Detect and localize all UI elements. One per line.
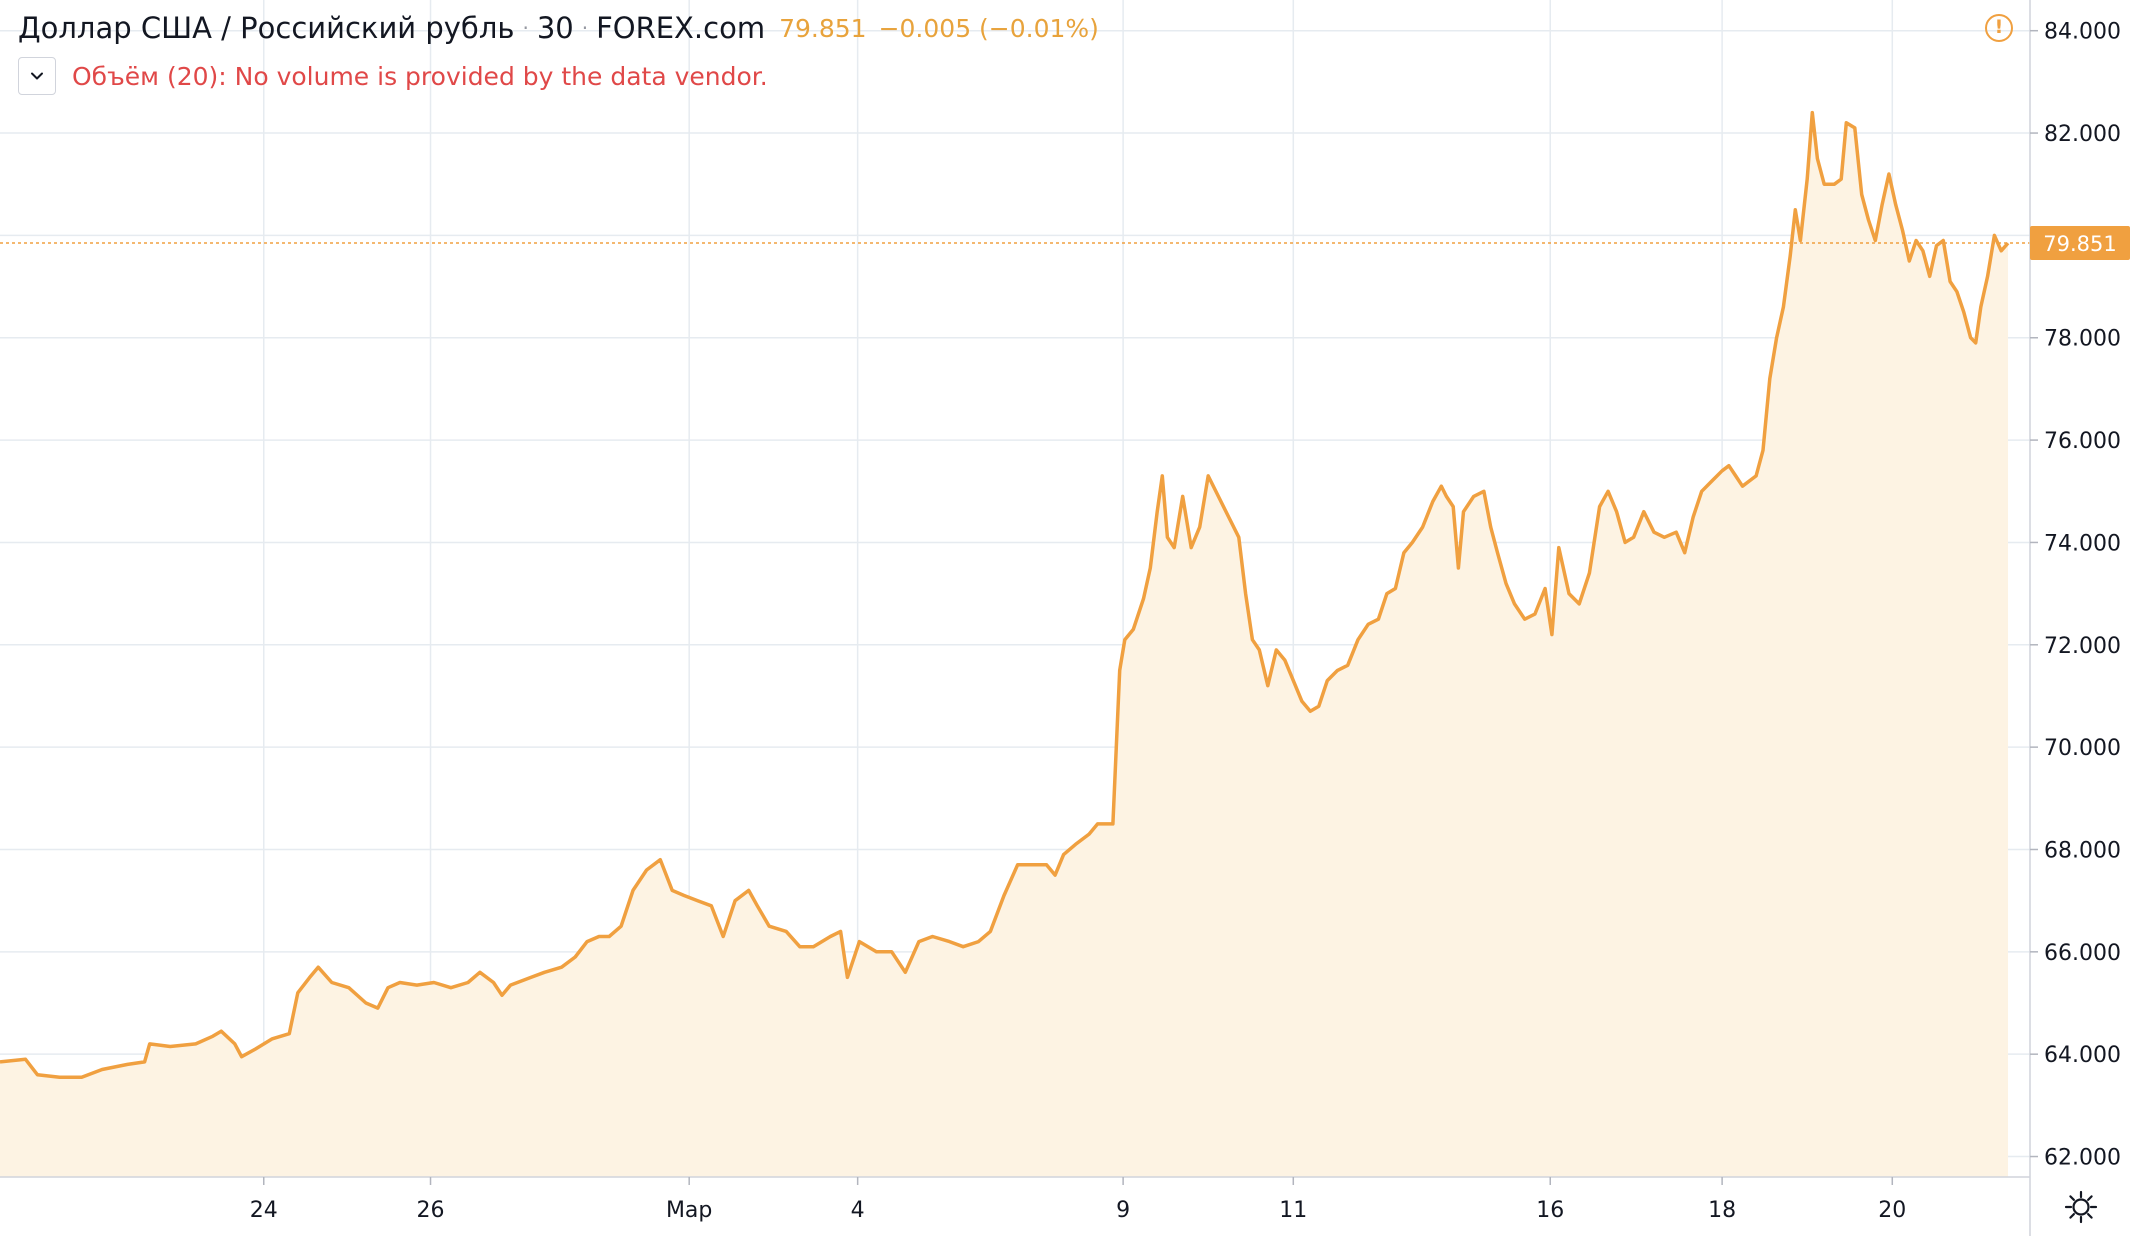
volume-indicator-row: Объём (20): No volume is provided by the…	[18, 56, 768, 96]
interval-label[interactable]: 30	[536, 11, 574, 45]
symbol-title[interactable]: Доллар США / Российский рубль	[18, 11, 515, 45]
time-tick-label: 18	[1708, 1198, 1736, 1223]
time-tick-label: 24	[250, 1198, 278, 1223]
time-tick-label: 9	[1116, 1198, 1130, 1223]
price-tick-label: 68.000	[2044, 838, 2121, 863]
chart-legend-header: Доллар США / Российский рубль · 30 · FOR…	[18, 8, 1099, 48]
price-tick-label: 74.000	[2044, 531, 2121, 556]
time-tick-label: Мар	[666, 1198, 712, 1223]
price-tick-label: 76.000	[2044, 429, 2121, 454]
time-tick-label: 20	[1878, 1198, 1906, 1223]
time-axis[interactable]: 24 26 Мар 4 9 11 16 18 20	[250, 1177, 1907, 1223]
warning-icon[interactable]: !	[1985, 14, 2013, 42]
last-price-tag: 79.851	[2030, 226, 2130, 261]
price-tick-label: 78.000	[2044, 327, 2121, 352]
chevron-down-icon	[31, 72, 43, 80]
time-tick-label: 16	[1536, 1198, 1564, 1223]
price-tick-label: 84.000	[2044, 20, 2121, 45]
price-tick-label: 72.000	[2044, 634, 2121, 659]
price-tick-label: 70.000	[2044, 736, 2121, 761]
collapse-indicators-button[interactable]	[18, 57, 56, 95]
time-tick-label: 11	[1279, 1198, 1307, 1223]
gear-icon[interactable]	[2063, 1189, 2099, 1225]
chart-grid	[0, 0, 2030, 1177]
price-tick-label: 66.000	[2044, 941, 2121, 966]
separator-dot: ·	[581, 16, 589, 40]
price-line[interactable]	[0, 110, 2010, 1079]
price-axis[interactable]: 62.000 64.000 66.000 68.000 70.000 72.000 74.0…	[2030, 20, 2121, 1171]
time-tick-label: 26	[417, 1198, 445, 1223]
exchange-label: FOREX.com	[596, 11, 766, 45]
area-fill	[0, 112, 2008, 1178]
time-tick-label: 4	[851, 1198, 865, 1223]
price-change-value: −0.005 (−0.01%)	[878, 13, 1099, 43]
price-tick-label: 82.000	[2044, 122, 2121, 147]
price-tick-label: 62.000	[2044, 1146, 2121, 1171]
last-price-tag-label: 79.851	[2043, 232, 2116, 256]
separator-dot: ·	[522, 16, 529, 40]
last-price-value: 79.851	[779, 13, 867, 43]
price-tick-label: 64.000	[2044, 1043, 2121, 1068]
volume-indicator-message: Объём (20): No volume is provided by the…	[72, 61, 768, 91]
